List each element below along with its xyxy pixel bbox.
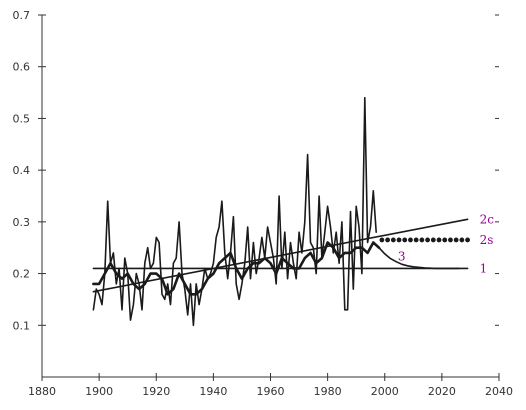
x-tick-label: 2000 [371, 385, 399, 398]
series-4-point [436, 237, 442, 243]
x-tick-label: 1900 [85, 385, 113, 398]
y-tick-label: 0.7 [13, 9, 31, 22]
series-4-point [379, 237, 385, 243]
x-tick-label: 1920 [142, 385, 170, 398]
x-tick-label: 1880 [28, 385, 56, 398]
series-4-point [425, 237, 430, 243]
series-label-2s: 2s [480, 233, 494, 247]
series-4-point [419, 237, 425, 243]
series-4-point [385, 237, 391, 243]
series-5-line [378, 246, 460, 270]
series-4-point [465, 237, 470, 243]
y-tick-label: 0.6 [13, 61, 31, 74]
series-4-point [396, 237, 402, 243]
y-axis-ticks: 0.1 0.2 0.3 0.4 0.5 0.6 0.7 [13, 9, 499, 332]
y-tick-label: 0.4 [13, 164, 31, 177]
y-tick-label: 0.2 [13, 268, 31, 281]
y-tick-label: 0.1 [13, 319, 31, 332]
x-tick-label: 1940 [199, 385, 227, 398]
series-label-1: 1 [480, 261, 488, 275]
x-axis-ticks: 1880 1900 1920 1940 1960 1980 2000 2020 2040 [28, 373, 513, 398]
series-label-2c: 2c [480, 212, 495, 226]
y-tick-label: 0.5 [13, 112, 31, 125]
y-tick-label: 0.3 [13, 216, 31, 229]
series-4-point [408, 237, 413, 243]
series-4-point [453, 237, 459, 243]
x-tick-label: 2040 [485, 385, 513, 398]
series-layer [92, 96, 470, 327]
series-3-line [92, 218, 469, 293]
series-4-point [430, 237, 436, 243]
series-4-point [459, 237, 465, 243]
series-0-line [92, 96, 377, 327]
plot-area [42, 15, 499, 377]
series-4-point [413, 237, 419, 243]
series-labels: 1 2c 2s 3 [398, 212, 494, 275]
series-4-point [442, 237, 448, 243]
x-tick-label: 1960 [257, 385, 285, 398]
x-tick-label: 2020 [428, 385, 456, 398]
series-4-point [390, 237, 396, 243]
x-tick-label: 1980 [314, 385, 342, 398]
series-4-point [448, 237, 453, 243]
series-4-point [402, 237, 408, 243]
series-label-3: 3 [398, 249, 406, 263]
